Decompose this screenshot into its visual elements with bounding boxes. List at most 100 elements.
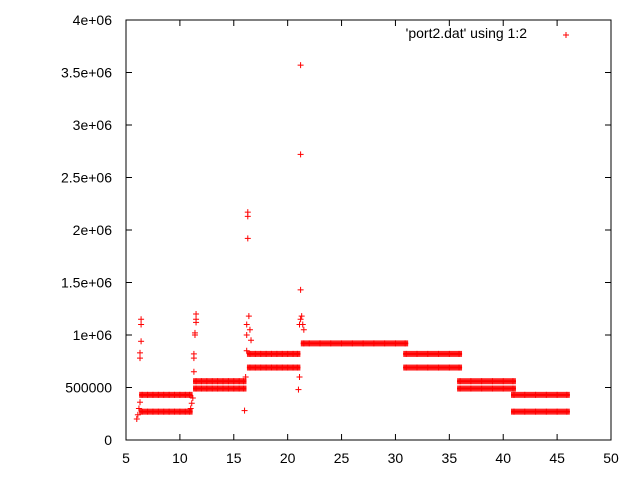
data-point xyxy=(435,364,442,371)
data-point xyxy=(188,400,195,407)
y-tick-label: 4e+06 xyxy=(73,12,113,28)
data-point xyxy=(214,378,221,385)
data-point xyxy=(360,340,367,347)
data-band xyxy=(403,364,463,371)
data-point xyxy=(511,408,517,415)
data-point xyxy=(243,347,250,354)
x-tick-label: 5 xyxy=(122,450,130,466)
data-point xyxy=(243,321,250,328)
data-point xyxy=(155,391,162,398)
data-point xyxy=(273,350,280,357)
data-point xyxy=(532,408,539,415)
data-band xyxy=(457,378,516,385)
x-tick-label: 20 xyxy=(280,450,296,466)
data-point xyxy=(273,364,280,371)
data-band xyxy=(403,350,463,357)
data-point xyxy=(139,408,146,415)
data-point xyxy=(381,340,388,347)
data-point xyxy=(144,408,151,415)
data-point xyxy=(327,340,334,347)
x-axis: 5 10 15 20 25 30 35 40 45 50 xyxy=(122,20,619,466)
data-point xyxy=(403,350,410,357)
x-tick-label: 30 xyxy=(388,450,404,466)
data-point xyxy=(220,385,226,392)
data-point xyxy=(424,364,431,371)
data-point xyxy=(190,368,197,375)
data-point xyxy=(521,391,528,398)
data-point xyxy=(456,350,463,357)
data-point xyxy=(511,391,517,398)
data-point xyxy=(209,378,216,385)
data-point xyxy=(138,321,145,328)
x-tick-label: 25 xyxy=(334,450,350,466)
y-tick-label: 3e+06 xyxy=(73,117,113,133)
data-point xyxy=(225,378,232,385)
data-point xyxy=(297,151,304,158)
data-point xyxy=(279,364,286,371)
data-point xyxy=(509,378,516,385)
data-point xyxy=(246,350,253,357)
legend-marker xyxy=(563,32,569,38)
data-point xyxy=(193,378,200,385)
data-point xyxy=(252,350,259,357)
data-point xyxy=(166,408,173,415)
data-point xyxy=(338,340,345,347)
data-point xyxy=(190,350,197,357)
data-point xyxy=(296,374,303,380)
data-point xyxy=(263,350,270,357)
data-point xyxy=(392,340,399,347)
data-point xyxy=(284,364,291,371)
y-tick-label: 3.5e+06 xyxy=(61,65,112,81)
legend-marker-plus xyxy=(563,32,569,38)
data-point xyxy=(456,364,463,371)
data-point xyxy=(543,391,550,398)
data-point xyxy=(257,350,264,357)
data-point xyxy=(149,408,156,415)
data-point xyxy=(554,408,561,415)
data-point xyxy=(403,364,410,371)
data-point xyxy=(543,408,550,415)
data-point xyxy=(252,364,259,371)
data-point xyxy=(554,391,561,398)
legend: 'port2.dat' using 1:2 xyxy=(406,25,569,41)
data-point xyxy=(435,350,442,357)
data-point xyxy=(186,391,193,398)
x-tick-label: 35 xyxy=(442,450,458,466)
data-point xyxy=(414,350,420,357)
data-point xyxy=(137,349,144,356)
data-point xyxy=(402,340,409,347)
data-point xyxy=(489,378,496,385)
data-point xyxy=(306,340,313,347)
data-point xyxy=(457,378,464,385)
data-point xyxy=(155,408,162,415)
data-point xyxy=(193,316,200,323)
data-point xyxy=(424,350,431,357)
data-point xyxy=(203,385,210,392)
data-point xyxy=(244,209,251,216)
data-point xyxy=(193,385,200,392)
data-point xyxy=(295,386,302,393)
data-point xyxy=(171,391,178,398)
data-point xyxy=(500,385,507,392)
data-point xyxy=(144,391,151,398)
data-point xyxy=(294,364,301,371)
data-point xyxy=(478,385,485,392)
legend-label: 'port2.dat' using 1:2 xyxy=(406,25,528,41)
data-point xyxy=(176,408,183,415)
data-point xyxy=(414,364,420,371)
data-point xyxy=(240,378,247,385)
data-point xyxy=(243,332,250,338)
data-point xyxy=(134,411,141,418)
data-point xyxy=(214,385,221,392)
data-point xyxy=(300,340,307,347)
data-point xyxy=(166,391,173,398)
data-point xyxy=(478,378,485,385)
data-point xyxy=(176,391,183,398)
data-point xyxy=(268,350,275,357)
y-tick-label: 1.5e+06 xyxy=(61,275,112,291)
data-point xyxy=(297,62,304,69)
data-point xyxy=(198,378,205,385)
x-tick-label: 50 xyxy=(603,450,619,466)
data-point xyxy=(532,391,539,398)
